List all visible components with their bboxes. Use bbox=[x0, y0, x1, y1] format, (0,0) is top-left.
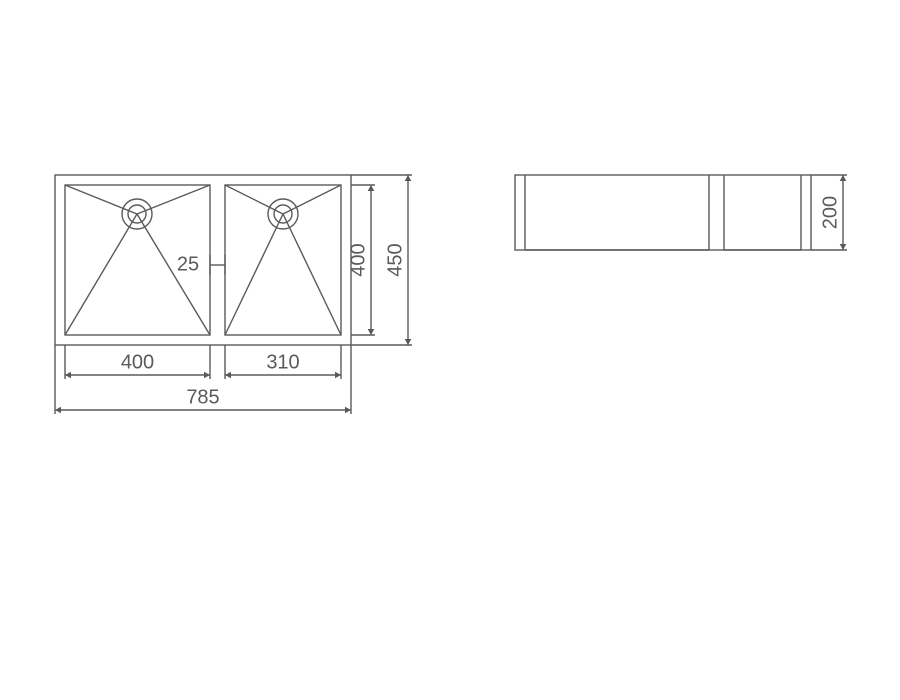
dim-bowl-right-width: 310 bbox=[266, 351, 299, 373]
dim-gap: 25 bbox=[177, 253, 199, 275]
dim-overall-width: 785 bbox=[186, 386, 219, 408]
dim-overall-height: 450 bbox=[384, 243, 406, 276]
dim-bowl-left-width: 400 bbox=[121, 351, 154, 373]
dim-depth: 200 bbox=[819, 196, 841, 229]
technical-drawing: 400 310 785 25 400 450 200 bbox=[0, 0, 900, 700]
side-outer bbox=[515, 175, 811, 250]
sink-outer bbox=[55, 175, 351, 345]
bowl-right bbox=[225, 185, 341, 335]
dim-inner-height: 400 bbox=[347, 243, 369, 276]
